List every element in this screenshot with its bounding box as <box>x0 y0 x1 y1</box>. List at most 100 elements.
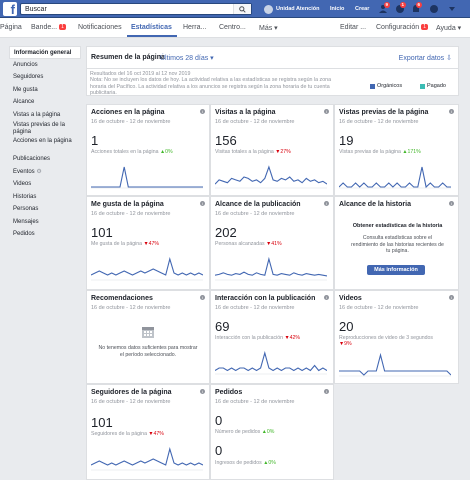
metric-desc-text: Número de pedidos <box>215 429 261 435</box>
tab-bandeja-label: Bande... <box>31 24 58 31</box>
legend-organic: Orgánicos <box>370 83 402 89</box>
metric-value: 156 <box>215 133 237 148</box>
tab-centro[interactable]: Centro... <box>219 24 246 31</box>
tab-configuracion[interactable]: Configuración 1 <box>376 24 428 31</box>
tab-estadisticas[interactable]: Estadísticas <box>131 24 172 31</box>
info-icon[interactable]: i <box>200 295 205 300</box>
info-icon[interactable]: i <box>324 389 329 394</box>
organic-swatch <box>370 83 375 89</box>
sidebar-item-vistas-pagina[interactable]: Vistas a la página <box>13 111 61 118</box>
tab-bandeja[interactable]: Bande... 1 <box>31 24 66 31</box>
card-videos[interactable]: Videos i 16 de octubre - 12 de noviembre… <box>334 290 459 384</box>
sidebar-item-eventos-label: Eventos <box>13 168 35 175</box>
sidebar-item-acciones[interactable]: Acciones en la página <box>13 138 72 144</box>
profile-link[interactable]: Unidad Atención <box>264 4 320 14</box>
info-icon[interactable]: i <box>200 109 205 114</box>
card-alcance-historia[interactable]: Alcance de la historia i Obtener estadís… <box>334 196 459 290</box>
info-icon[interactable]: i <box>449 109 454 114</box>
card-title: Seguidores de la página <box>91 389 172 396</box>
sidebar-item-videos[interactable]: Videos <box>13 181 32 187</box>
sparkline-visitas <box>215 165 327 189</box>
tab-pagina[interactable]: Página <box>0 24 22 31</box>
bandeja-badge: 1 <box>59 24 66 30</box>
tab-editar[interactable]: Editar ... <box>340 24 367 31</box>
card-visitas[interactable]: Visitas a la página i 16 de octubre - 12… <box>210 104 334 196</box>
search-button[interactable] <box>233 4 251 14</box>
card-alcance[interactable]: Alcance de la publicación i 16 de octubr… <box>210 196 334 290</box>
calendar-icon <box>142 327 154 338</box>
sidebar-item-eventos[interactable]: Eventos ⚙ <box>9 166 81 179</box>
card-recomendaciones[interactable]: Recomendaciones i 16 de octubre - 12 de … <box>86 290 210 384</box>
sidebar-item-vistas-previas[interactable]: Vistas previas de la página <box>13 122 65 135</box>
card-vistas-previas[interactable]: Vistas previas de la página i 16 de octu… <box>334 104 459 196</box>
notifications-icon[interactable]: 6 <box>411 2 422 14</box>
export-data-button[interactable]: Exportar datos ⇩ <box>398 55 452 62</box>
sidebar: Información general Anuncios Seguidores … <box>9 46 81 241</box>
paid-swatch <box>420 83 425 89</box>
sparkline-series-organic <box>91 166 203 188</box>
sparkline-series-organic <box>91 447 203 466</box>
sidebar-item-personas[interactable]: Personas <box>13 206 39 212</box>
settings-small-icon: ⚙ <box>36 168 42 175</box>
info-icon[interactable]: i <box>449 295 454 300</box>
sidebar-item-alcance[interactable]: Alcance <box>13 99 35 105</box>
tab-mas[interactable]: Más ▾ <box>259 25 278 32</box>
overview-panel: Resumen de la página Últimos 28 días ▾ E… <box>86 46 459 96</box>
messenger-badge: 1 <box>400 2 406 8</box>
metric-desc: Acciones totales en la página ▲0% <box>91 149 173 155</box>
facebook-logo[interactable]: f <box>3 2 17 16</box>
tab-notificaciones[interactable]: Notificaciones <box>78 24 122 31</box>
card-interaccion[interactable]: Interacción con la publicación i 16 de o… <box>210 290 334 384</box>
metric-delta-2: ▲0% <box>263 460 276 466</box>
sparkline-acciones <box>91 166 203 189</box>
nav-inicio[interactable]: Inicio <box>330 6 345 12</box>
nav-crear[interactable]: Crear <box>355 6 370 12</box>
tab-ayuda[interactable]: Ayuda ▾ <box>436 25 462 32</box>
sparkline-series-organic <box>91 257 203 276</box>
card-me-gusta[interactable]: Me gusta de la página i 16 de octubre - … <box>86 196 210 290</box>
card-seguidores[interactable]: Seguidores de la página i 16 de octubre … <box>86 384 210 480</box>
card-period: 16 de octubre - 12 de noviembre <box>91 211 171 217</box>
info-icon[interactable]: i <box>200 389 205 394</box>
help-icon[interactable] <box>429 4 439 14</box>
sparkline-megusta <box>91 257 203 281</box>
tab-configuracion-label: Configuración <box>376 24 420 31</box>
sparkline-series-organic <box>215 257 327 277</box>
avatar <box>264 4 273 14</box>
sidebar-item-me-gusta[interactable]: Me gusta <box>13 86 38 93</box>
friends-icon[interactable]: 9 <box>379 2 390 14</box>
tab-herramientas[interactable]: Herra... <box>183 24 207 31</box>
info-icon[interactable]: i <box>200 201 205 206</box>
card-title: Me gusta de la página <box>91 201 164 208</box>
info-icon[interactable]: i <box>324 295 329 300</box>
card-title: Recomendaciones <box>91 295 153 302</box>
date-range-dropdown[interactable]: Últimos 28 días ▾ <box>160 55 214 62</box>
sidebar-item-anuncios[interactable]: Anuncios <box>13 61 38 68</box>
metric-delta: ▼41% <box>266 241 282 247</box>
sidebar-item-seguidores[interactable]: Seguidores <box>13 74 44 80</box>
info-icon[interactable]: i <box>324 201 329 206</box>
sidebar-item-historias[interactable]: Historias <box>13 193 37 200</box>
notifications-badge: 6 <box>416 2 422 8</box>
metric-desc-text: Personas alcanzadas <box>215 241 265 247</box>
card-period: 16 de octubre - 12 de noviembre <box>91 399 171 405</box>
sidebar-item-mensajes[interactable]: Mensajes <box>13 218 39 225</box>
metric-value: 1 <box>91 133 99 148</box>
metric-desc: Interacción con la publicación ▼42% <box>215 335 300 341</box>
info-icon[interactable]: i <box>449 201 454 206</box>
sidebar-item-publicaciones[interactable]: Publicaciones <box>13 156 51 162</box>
sidebar-item-pedidos[interactable]: Pedidos <box>13 231 35 237</box>
card-pedidos[interactable]: Pedidos i 16 de octubre - 12 de noviembr… <box>210 384 334 480</box>
search-input[interactable]: Buscar <box>20 3 252 15</box>
info-icon[interactable]: i <box>324 109 329 114</box>
messenger-icon[interactable]: 1 <box>395 2 406 14</box>
sparkline-previas <box>339 166 451 189</box>
chevron-down-icon[interactable] <box>447 4 457 14</box>
metric-value-2: 0 <box>215 443 223 458</box>
sparkline-series-organic <box>339 166 451 189</box>
mas-informacion-button[interactable]: Más información <box>367 265 425 275</box>
card-period: 16 de octubre - 12 de noviembre <box>91 119 171 125</box>
sidebar-item-informacion-general[interactable]: Información general <box>9 46 81 59</box>
card-acciones[interactable]: Acciones en la página i 16 de octubre - … <box>86 104 210 196</box>
legend-paid-label: Pagado <box>427 83 446 89</box>
